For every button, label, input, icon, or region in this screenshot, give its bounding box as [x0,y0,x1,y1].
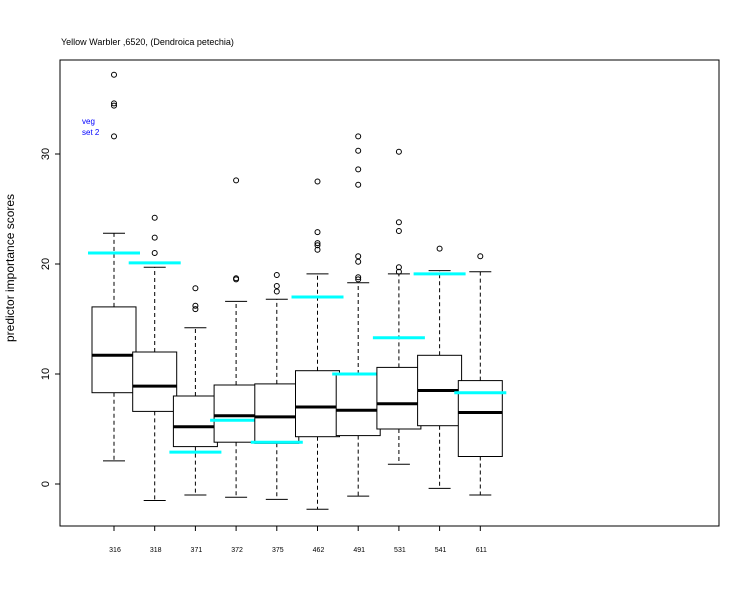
y-tick-label-1: 10 [40,368,52,380]
y-tick-label-3: 30 [40,148,52,160]
outlier-point-1 [151,234,158,241]
outlier-point-0 [436,245,443,252]
x-tick-label-611: 611 [476,547,487,554]
iqr-box [91,306,137,394]
outlier-point-1 [314,242,321,249]
outlier-point-0 [477,253,484,260]
outlier-point-2 [273,272,280,278]
box-372 [210,177,263,498]
iqr-box [132,351,178,412]
outlier-point-2 [111,100,117,107]
outlier-point-4 [395,148,402,155]
iqr-box [295,370,340,438]
x-tick-label-318: 318 [150,547,162,554]
outlier-point-1 [395,264,402,271]
boxes-group [88,71,507,510]
box-531 [372,148,425,465]
plot-frame [59,59,720,527]
box-316 [88,71,140,462]
outlier-point-0 [395,268,402,275]
annotation-line-1: veg [82,117,95,126]
outlier-point-2 [314,240,321,247]
outlier-point-3 [395,219,402,226]
x-tick-label-462: 462 [313,547,325,554]
x-tick-label-316: 316 [109,547,121,554]
x-tick-label-375: 375 [272,547,284,554]
box-462 [291,178,344,510]
y-tick-label-2: 20 [40,258,52,270]
outlier-point-0 [273,288,280,295]
iqr-box [213,384,259,443]
outlier-point-1 [233,275,240,282]
y-tick-label-0: 0 [40,481,52,487]
box-491 [332,133,385,497]
iqr-box [254,383,300,444]
outlier-point-6 [355,147,362,154]
box-318 [128,214,181,501]
outlier-point-2 [355,258,362,265]
iqr-box [335,373,381,437]
outlier-point-4 [355,181,362,188]
box-375 [250,272,303,500]
x-axis: 316 318 371 372 375 462 491 531 541 611 [109,526,487,554]
y-axis: 0 10 20 30 [40,148,60,487]
outlier-point-5 [355,166,362,173]
x-tick-label-371: 371 [191,547,203,554]
iqr-box [172,395,218,448]
outlier-point-4 [314,178,321,185]
outlier-point-0 [314,246,321,253]
outlier-point-2 [192,285,199,292]
outlier-point-2 [233,177,240,184]
outlier-point-0 [111,133,117,140]
box-541 [413,245,466,489]
outlier-point-2 [395,228,402,234]
box-371 [169,285,222,496]
outlier-point-3 [355,253,362,260]
chart-title: Yellow Warbler ,6520, (Dendroica petechi… [61,37,234,47]
x-tick-label-491: 491 [353,547,365,554]
outlier-point-3 [111,71,117,78]
iqr-box [376,366,422,430]
outlier-point-1 [355,274,362,281]
x-tick-label-372: 372 [231,547,243,554]
x-tick-label-541: 541 [435,547,447,554]
outlier-point-1 [192,302,199,309]
outlier-point-0 [151,250,158,256]
outlier-point-1 [111,102,117,109]
outlier-point-2 [151,214,158,221]
outlier-point-0 [355,276,362,283]
box-611 [454,253,507,496]
outlier-point-0 [192,306,199,313]
x-tick-label-531: 531 [394,547,406,554]
outlier-point-1 [273,283,280,289]
outlier-point-7 [355,133,362,140]
outlier-point-3 [314,229,321,236]
annotation-line-2: set 2 [82,128,100,137]
